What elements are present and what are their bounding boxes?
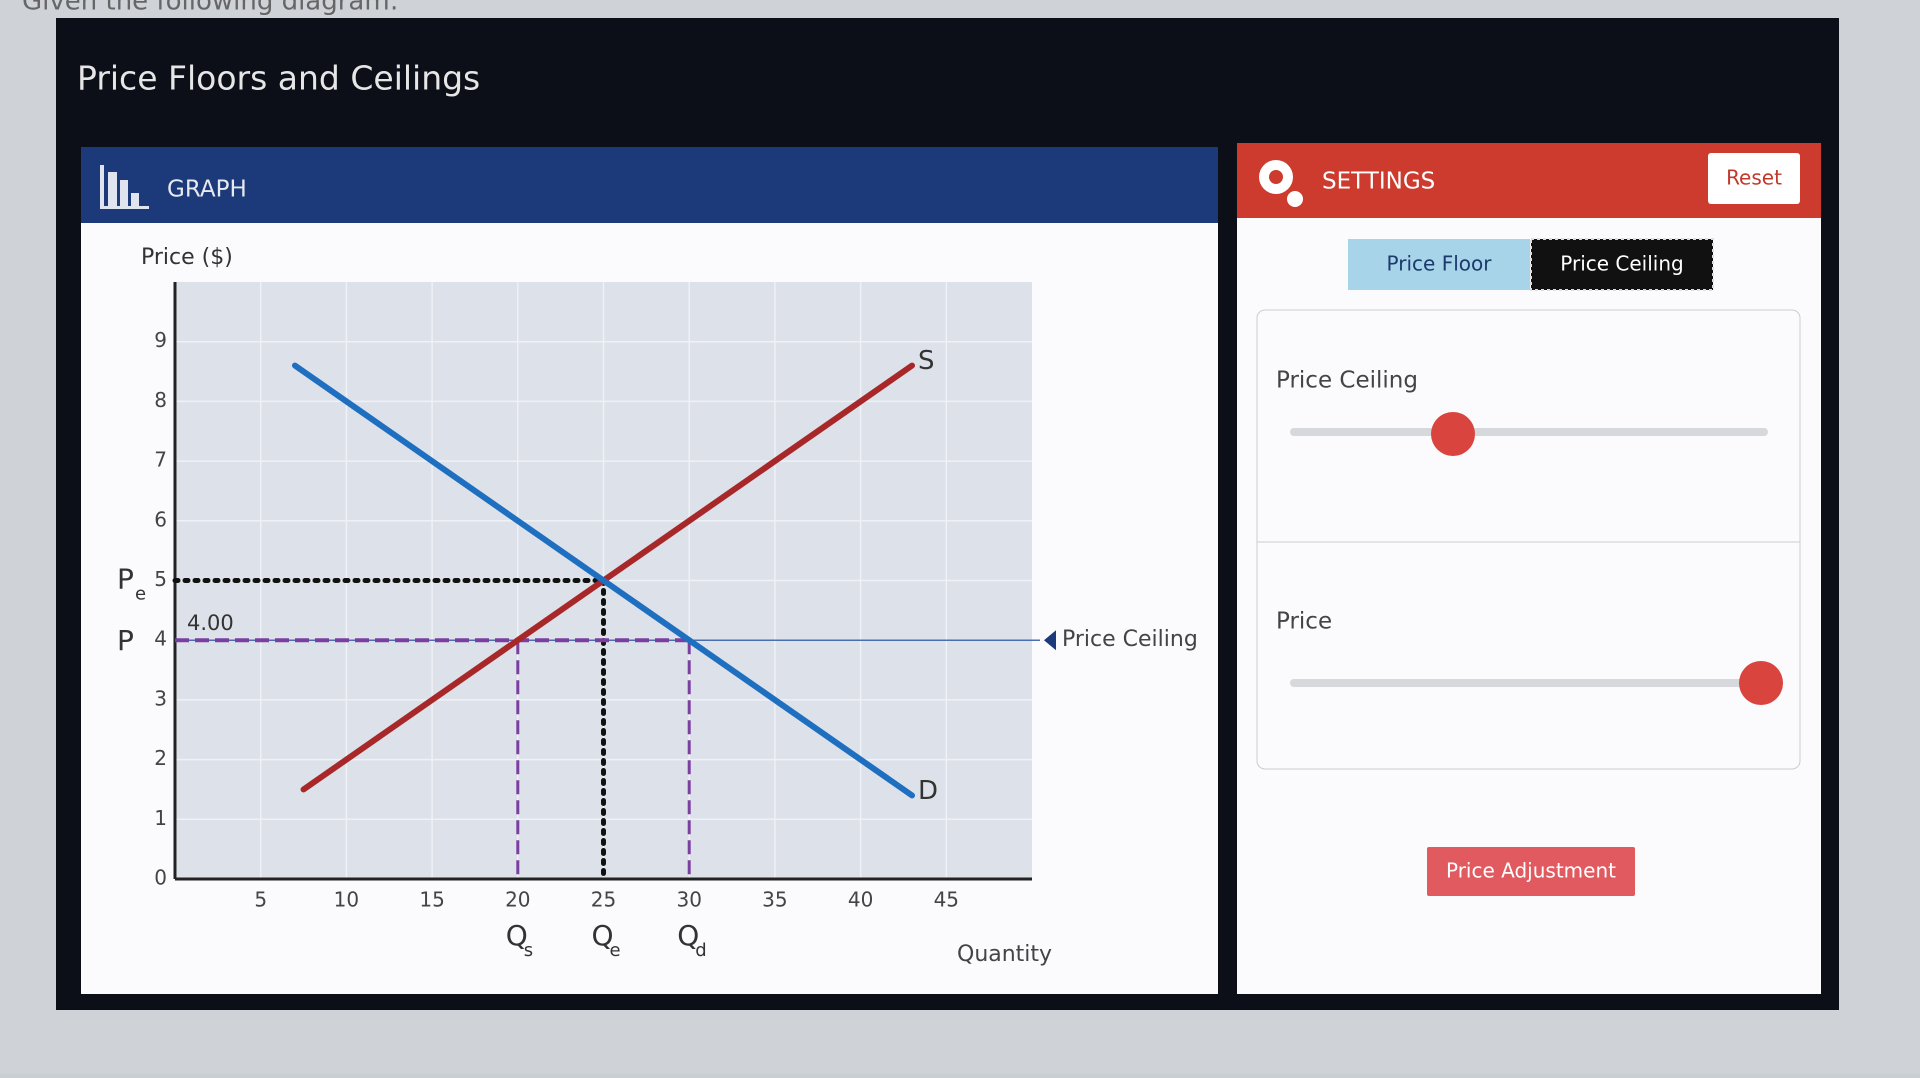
annotation: Q [592, 919, 614, 952]
annotation-subscript: e [135, 584, 146, 605]
annotation-subscript: s [524, 940, 533, 961]
curve-label: D [918, 776, 938, 806]
curve-label: S [918, 346, 935, 376]
y-axis-label: Price ($) [141, 245, 233, 270]
settings-title: SETTINGS [1322, 169, 1435, 195]
y-tick-label: 6 [154, 507, 167, 531]
y-tick-label: 0 [154, 866, 167, 890]
x-tick-label: 40 [848, 888, 873, 912]
annotation: Q [506, 919, 528, 952]
y-tick-label: 1 [154, 806, 167, 830]
x-tick-label: 15 [419, 888, 444, 912]
y-tick-label: 5 [154, 567, 167, 591]
prompt: Given the following diagram: [22, 0, 398, 17]
reset-button[interactable] [1708, 153, 1800, 204]
slider-label: Price [1276, 609, 1332, 635]
x-tick-label: 25 [591, 888, 616, 912]
slider-thumb[interactable] [1739, 661, 1783, 705]
settings-icon [1259, 160, 1303, 207]
annotation-subscript: e [610, 940, 621, 961]
price-ceiling-arrow [1044, 630, 1056, 651]
graph-title: GRAPH [167, 177, 247, 203]
reset-label[interactable]: Reset [1726, 166, 1782, 190]
slider-track [1290, 679, 1768, 687]
y-tick-label: 7 [154, 448, 167, 472]
slider-thumb[interactable] [1431, 412, 1475, 456]
tab-price-floor[interactable] [1348, 239, 1530, 290]
y-tick-label: 4 [154, 627, 167, 651]
button-label[interactable]: Price Adjustment [1446, 859, 1616, 883]
graph-header [81, 147, 1218, 223]
annotation: P [117, 563, 134, 596]
x-tick-label: 45 [934, 888, 959, 912]
x-tick-label: 35 [762, 888, 787, 912]
curve [300, 362, 916, 793]
slider-label: Price Ceiling [1276, 368, 1418, 394]
curve [291, 362, 916, 799]
tab-label[interactable]: Price Ceiling [1560, 252, 1683, 276]
x-tick-label: 5 [254, 888, 267, 912]
price-adjustment-button[interactable] [1427, 847, 1635, 896]
x-tick-label: 20 [505, 888, 530, 912]
x-tick-label: 30 [676, 888, 701, 912]
x-tick-label: 10 [334, 888, 359, 912]
y-tick-label: 3 [154, 686, 167, 710]
tab-label[interactable]: Price Floor [1387, 252, 1493, 276]
annotation: Q [677, 919, 699, 952]
x-axis-label: Quantity [957, 942, 1052, 967]
y-tick-label: 9 [154, 328, 167, 352]
slider-track [1290, 428, 1768, 436]
annotation-subscript: d [695, 940, 706, 961]
graph-icon [100, 165, 149, 209]
slider-card [1256, 309, 1801, 770]
price-ceiling-text: Price Ceiling [1062, 627, 1198, 652]
y-tick-label: 8 [154, 388, 167, 412]
annotation: P [117, 624, 134, 657]
y-tick-label: 2 [154, 746, 167, 770]
tab-price-ceiling[interactable] [1530, 238, 1714, 291]
price-ceiling-value: 4.00 [187, 611, 234, 635]
app-title: Price Floors and Ceilings [77, 59, 480, 98]
